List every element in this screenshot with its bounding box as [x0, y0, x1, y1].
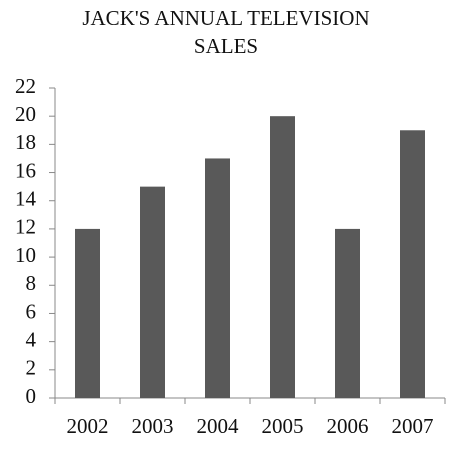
y-tick-label: 0 [26, 384, 37, 408]
bar [205, 158, 230, 398]
bar [75, 228, 100, 398]
y-tick-label: 22 [15, 74, 36, 98]
x-tick-label: 2007 [392, 414, 434, 438]
y-tick-label: 6 [26, 299, 37, 323]
x-tick-label: 2002 [67, 414, 109, 438]
bar [400, 130, 425, 399]
bar [270, 116, 295, 398]
y-tick-label: 2 [26, 356, 37, 380]
y-tick-label: 18 [15, 130, 36, 154]
y-tick-label: 4 [26, 327, 37, 351]
x-tick-label: 2006 [327, 414, 369, 438]
bar [140, 186, 165, 398]
y-tick-label: 20 [15, 102, 36, 126]
x-tick-label: 2004 [197, 414, 240, 438]
y-tick-label: 14 [15, 187, 37, 211]
y-tick-label: 10 [15, 243, 36, 267]
y-tick-label: 12 [15, 215, 36, 239]
chart-title: JACK'S ANNUAL TELEVISION SALES [82, 6, 370, 58]
bar [335, 228, 360, 398]
y-tick-label: 8 [26, 271, 37, 295]
y-tick-label: 16 [15, 158, 36, 182]
x-tick-label: 2003 [132, 414, 174, 438]
x-tick-label: 2005 [262, 414, 304, 438]
